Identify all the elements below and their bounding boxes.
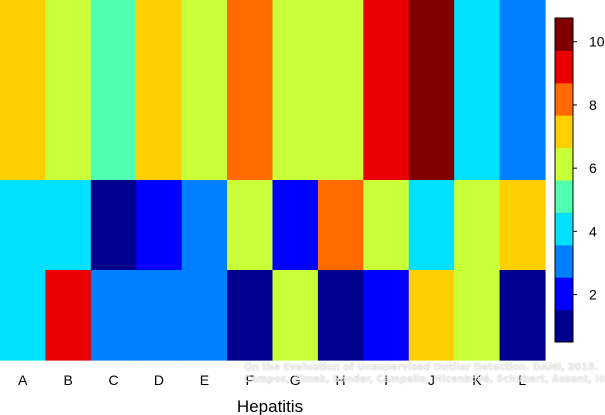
colorbar-bin [555,18,573,51]
x-tick-label-F: F [246,372,255,388]
heatmap-cell-D-2 [136,180,183,271]
watermark-line-2: Campos, Zimek, Sander, Campello, Micenko… [244,374,605,385]
heatmap-cell-H-3 [317,270,364,361]
heatmap-cell-G-1 [272,0,319,181]
x-tick-label-B: B [63,372,72,388]
x-tick-label-C: C [108,372,118,388]
heatmap-cell-K-3 [454,270,501,361]
colorbar-tick-label: 10 [589,34,605,50]
heatmap-cell-I-3 [363,270,410,361]
colorbar-bin [555,115,573,149]
watermark-line-1: On the Evaluation of Unsupervised Outlie… [244,362,599,373]
heatmap-cell-A-3 [0,270,47,361]
heatmap-cell-L-3 [499,270,546,361]
x-tick-label-A: A [18,372,28,388]
heatmap-cell-K-2 [454,180,501,271]
colorbar-tick-label: 6 [589,160,597,176]
heatmap-cell-B-2 [45,180,92,271]
x-tick-label-E: E [200,372,209,388]
colorbar-tick-label: 4 [589,223,597,239]
x-tick-label-H: H [336,372,346,388]
heatmap-cells [0,0,546,361]
heatmap-cell-F-1 [227,0,274,181]
heatmap-cell-B-1 [45,0,92,181]
colorbar-bin [555,244,573,278]
colorbar-bin [555,50,573,84]
heatmap-cell-K-1 [454,0,501,181]
x-tick-label-L: L [518,372,526,388]
heatmap-cell-H-1 [317,0,364,181]
heatmap-cell-E-3 [181,270,228,361]
heatmap-cell-H-2 [317,180,364,271]
heatmap-cell-C-1 [90,0,137,181]
heatmap-cell-C-2 [90,180,137,271]
heatmap-cell-D-3 [136,270,183,361]
heatmap-cell-B-3 [45,270,92,361]
heatmap-cell-F-2 [227,180,274,271]
heatmap-cell-E-2 [181,180,228,271]
x-tick-label-J: J [428,372,435,388]
heatmap-cell-L-1 [499,0,546,181]
heatmap-cell-A-2 [0,180,47,271]
colorbar-frame [554,17,574,343]
heatmap-cell-I-1 [363,0,410,181]
heatmap-cell-A-1 [0,0,47,181]
heatmap-cell-G-3 [272,270,319,361]
colorbar-ticks: 2 4 6 8 10 [573,34,605,303]
heatmap-cell-J-1 [408,0,455,181]
heatmap-cell-J-3 [408,270,455,361]
colorbar-bin [555,180,573,213]
x-tick-label-K: K [472,372,482,388]
heatmap-cell-G-2 [272,180,319,271]
heatmap-cell-D-1 [136,0,183,181]
colorbar-bin [555,82,573,116]
heatmap-cell-C-3 [90,270,137,361]
heatmap-cell-I-2 [363,180,410,271]
x-tick-label-G: G [290,372,301,388]
heatmap-cell-E-1 [181,0,228,181]
colorbar-tick-label: 8 [589,97,597,113]
colorbar-bin [555,147,573,181]
x-tick-labels: A B C D E F G H I J K L [18,372,526,388]
x-tick-label-D: D [154,372,164,388]
x-axis-label: Hepatitis [237,397,303,415]
heatmap-cell-J-2 [408,180,455,271]
colorbar [554,17,574,343]
x-tick-label-I: I [384,372,388,388]
colorbar-bin [555,212,573,246]
heatmap-cell-L-2 [499,180,546,271]
colorbar-bin [555,309,573,343]
heatmap-cell-F-3 [227,270,274,361]
colorbar-bin [555,277,573,311]
colorbar-tick-label: 2 [589,287,597,303]
